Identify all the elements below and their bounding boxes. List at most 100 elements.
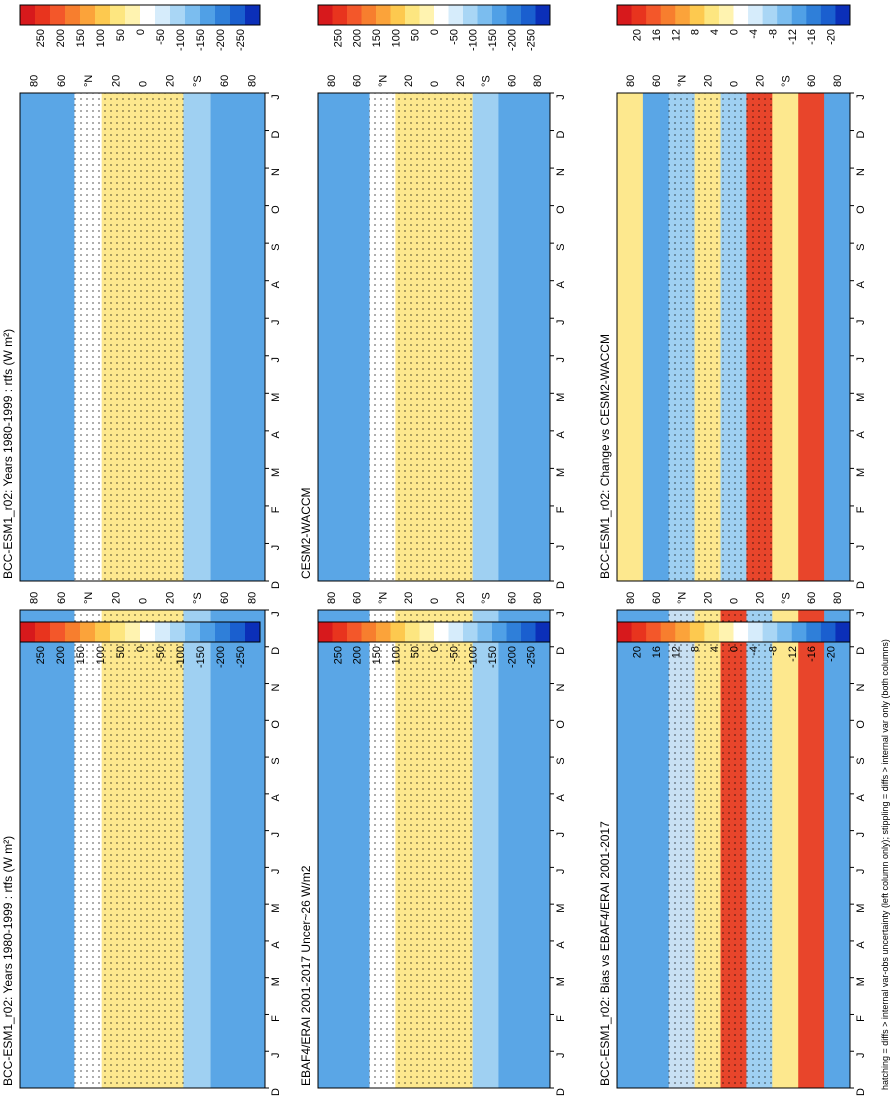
colorbar-label: -4 (748, 29, 760, 39)
lat-label: °N (377, 75, 389, 87)
colorbar-label: 0 (135, 646, 147, 652)
colorbar-swatch (390, 5, 406, 25)
plot-frame (19, 92, 266, 582)
colorbar-swatch (704, 622, 720, 642)
colorbar-swatch (390, 622, 406, 642)
colorbar-swatch (477, 622, 493, 642)
month-label: A (555, 794, 567, 802)
lat-label: 60 (651, 75, 663, 87)
colorbar-swatch (448, 622, 464, 642)
colorbar-swatch (318, 5, 333, 25)
lat-label: 60 (806, 592, 818, 604)
colorbar-swatch (80, 622, 96, 642)
colorbar-label: 8 (690, 29, 702, 35)
month-label: D (270, 131, 282, 139)
colorbar-label: -100 (468, 29, 480, 51)
colorbar-label: -200 (506, 29, 518, 51)
lat-band (318, 93, 345, 581)
colorbar-swatch (463, 622, 478, 642)
colorbar-swatch (434, 5, 449, 25)
colorbar-label: 200 (55, 646, 67, 664)
colorbar-label: -250 (235, 646, 247, 668)
lat-label: 0 (429, 598, 441, 604)
month-label: S (270, 243, 282, 250)
lat-band (343, 93, 371, 581)
colorbar-swatch (230, 622, 246, 642)
colorbar-label: -100 (468, 646, 480, 668)
colorbar-label: 0 (429, 646, 441, 652)
colorbar-swatch (733, 5, 749, 25)
colorbar-label: 4 (709, 29, 721, 35)
stippling (668, 610, 774, 1088)
month-label: F (855, 506, 867, 513)
month-label: J (555, 1052, 567, 1058)
colorbar-swatch (419, 5, 435, 25)
colorbar-label: -200 (506, 646, 518, 668)
lat-band (47, 93, 75, 581)
colorbar-swatch (20, 622, 36, 642)
month-label: A (270, 941, 282, 949)
month-label: A (270, 280, 282, 288)
lat-label: °N (83, 75, 95, 87)
colorbar-swatch (230, 5, 246, 25)
month-label: N (555, 168, 567, 176)
colorbar-label: 50 (410, 29, 422, 41)
lat-band (824, 93, 851, 581)
colorbar-label: 16 (651, 646, 663, 658)
colorbar-label: 50 (410, 646, 422, 658)
lat-band (183, 610, 212, 1088)
colorbar-swatch (125, 5, 141, 25)
colorbar-label: 200 (352, 646, 364, 664)
colorbar-swatch (361, 622, 377, 642)
colorbar-label: 16 (651, 29, 663, 41)
colorbar-label: -150 (195, 29, 207, 51)
colorbar-swatch (155, 5, 171, 25)
colorbar-label: 250 (35, 29, 47, 47)
month-label: J (270, 1052, 282, 1058)
month-label: O (555, 205, 567, 214)
plot-frame (19, 609, 266, 1089)
lat-label: 60 (352, 75, 364, 87)
colorbar-label: -20 (826, 646, 838, 662)
colorbar-swatch (820, 622, 836, 642)
month-label: D (855, 1088, 867, 1096)
month-label: A (855, 941, 867, 949)
lat-band (20, 610, 48, 1088)
colorbar-label: -50 (155, 29, 167, 45)
lat-label: 80 (832, 75, 844, 87)
colorbar-swatch (170, 5, 186, 25)
month-label: J (555, 319, 567, 325)
lat-band (210, 610, 239, 1088)
colorbar-swatch (617, 5, 632, 25)
month-label: S (555, 243, 567, 250)
month-label: J (555, 869, 567, 875)
colorbar-label: -50 (448, 646, 460, 662)
lat-band (524, 93, 551, 581)
colorbar-label: 20 (631, 646, 643, 658)
lat-label: °S (192, 592, 204, 604)
month-label: S (270, 757, 282, 764)
colorbar-label: -20 (826, 29, 838, 45)
month-label: S (555, 757, 567, 764)
lat-band (772, 610, 799, 1088)
month-label: F (855, 1015, 867, 1022)
lat-label: 0 (729, 598, 741, 604)
colorbar-swatch (448, 5, 464, 25)
colorbar-label: 100 (390, 29, 402, 47)
month-label: O (270, 720, 282, 729)
lat-label: 0 (138, 598, 150, 604)
colorbar-swatch (791, 5, 807, 25)
colorbar-swatch (704, 5, 720, 25)
lat-label: 20 (703, 592, 715, 604)
colorbar-swatch (521, 5, 536, 25)
colorbar-swatch (185, 622, 201, 642)
lat-label: 20 (455, 75, 467, 87)
lat-label: 20 (110, 75, 122, 87)
colorbar-label: 0 (429, 29, 441, 35)
lat-label: 60 (506, 75, 518, 87)
lat-label: 80 (326, 592, 338, 604)
colorbar-swatch (820, 5, 836, 25)
colorbar-swatch (185, 5, 201, 25)
